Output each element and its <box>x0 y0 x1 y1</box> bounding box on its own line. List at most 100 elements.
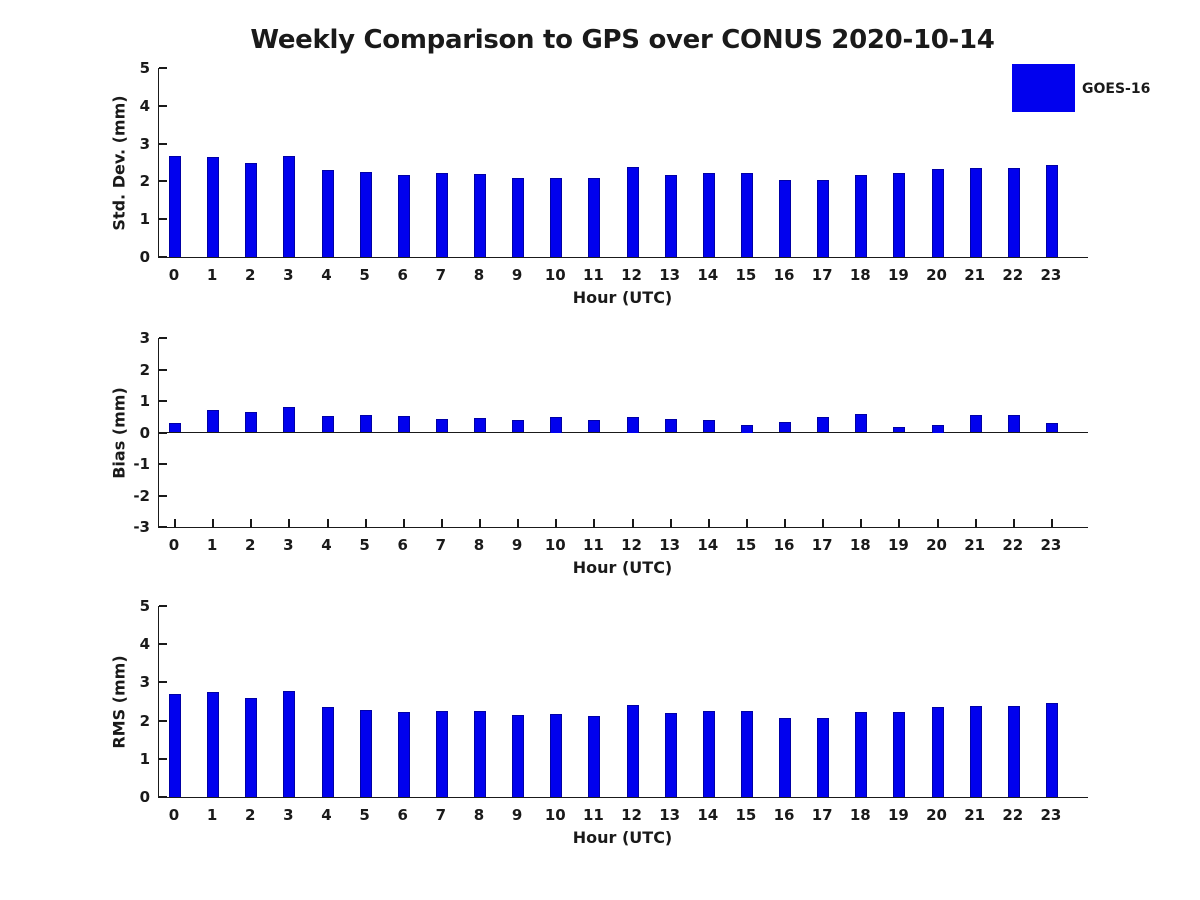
bar-hour-5 <box>359 709 372 797</box>
x-tick-label: 17 <box>811 266 833 284</box>
x-tick-mark <box>555 519 558 527</box>
bar-hour-3 <box>283 406 296 433</box>
x-tick-label: 16 <box>773 806 795 824</box>
x-tick-mark <box>860 519 863 527</box>
y-tick-mark <box>159 605 167 607</box>
bar-hour-13 <box>664 712 677 797</box>
x-tick-label: 0 <box>168 806 180 824</box>
x-tick-label: 2 <box>245 806 256 824</box>
y-tick-mark <box>159 796 167 798</box>
y-tick-mark <box>159 463 167 465</box>
bar-hour-3 <box>283 691 296 797</box>
x-tick-label: 4 <box>321 536 332 554</box>
bar-hour-14 <box>702 419 715 433</box>
y-tick-label: 0 <box>139 423 150 442</box>
y-tick-mark <box>159 757 167 760</box>
bar-hour-14 <box>702 172 715 257</box>
bar-hour-17 <box>817 179 830 257</box>
x-tick-label: 7 <box>435 806 447 824</box>
bar-hour-22 <box>1007 167 1020 257</box>
bar-hour-7 <box>435 710 448 797</box>
y-tick-label: 2 <box>139 711 150 730</box>
y-tick-label: -2 <box>133 486 150 505</box>
x-tick-label: 23 <box>1040 806 1062 824</box>
y-tick-label: 1 <box>139 210 150 229</box>
bar-hour-12 <box>626 167 639 257</box>
x-tick-mark <box>745 519 748 527</box>
bar-hour-1 <box>207 156 220 257</box>
x-tick-label: 0 <box>168 536 180 554</box>
y-tick-label: 3 <box>139 134 150 153</box>
legend-swatch-goes16 <box>1012 64 1075 112</box>
bar-hour-18 <box>855 174 868 257</box>
y-tick-label: 3 <box>139 329 150 347</box>
x-tick-label: 23 <box>1040 266 1062 284</box>
x-tick-label: 19 <box>887 266 909 284</box>
bar-hour-17 <box>817 717 830 797</box>
x-tick-mark <box>707 519 710 527</box>
bar-hour-0 <box>169 423 181 433</box>
x-tick-label: 1 <box>206 806 218 824</box>
x-tick-mark <box>1012 519 1015 527</box>
plot-area <box>158 337 1088 528</box>
bar-hour-21 <box>969 705 982 797</box>
x-tick-label: 14 <box>697 536 719 554</box>
x-tick-mark <box>479 519 481 527</box>
x-tick-label: 20 <box>926 806 947 824</box>
bar-hour-10 <box>550 177 563 257</box>
x-tick-label: 11 <box>582 266 604 284</box>
y-tick-mark <box>159 526 167 528</box>
y-tick-label: 1 <box>139 392 150 410</box>
bar-hour-9 <box>512 715 525 797</box>
x-tick-label: 13 <box>659 536 681 554</box>
x-tick-label: 4 <box>321 806 332 824</box>
x-tick-mark <box>593 519 596 527</box>
x-tick-mark <box>898 519 901 527</box>
bar-hour-4 <box>321 169 334 257</box>
legend-label-goes16: GOES-16 <box>1082 81 1151 97</box>
y-tick-label: 2 <box>139 360 150 379</box>
x-tick-label: 5 <box>359 266 370 284</box>
bar-hour-18 <box>855 712 868 797</box>
x-tick-label: 14 <box>697 266 719 284</box>
x-tick-label: 23 <box>1040 536 1062 554</box>
bar-hour-20 <box>931 424 944 433</box>
x-tick-label: 17 <box>811 536 833 554</box>
bar-hour-21 <box>969 415 982 433</box>
bar-hour-23 <box>1045 164 1058 257</box>
x-tick-mark <box>326 519 329 527</box>
bar-hour-20 <box>931 168 944 257</box>
x-tick-mark <box>974 519 977 527</box>
x-tick-mark <box>1050 519 1053 527</box>
x-tick-mark <box>936 519 939 527</box>
bar-hour-15 <box>740 424 753 433</box>
x-tick-label: 11 <box>582 536 604 554</box>
x-tick-label: 9 <box>511 536 523 554</box>
x-tick-label: 11 <box>582 806 604 824</box>
bar-hour-5 <box>359 172 372 257</box>
x-tick-label: 3 <box>283 536 294 554</box>
y-tick-mark <box>159 180 167 183</box>
x-tick-label: 18 <box>849 266 871 284</box>
x-tick-label: 8 <box>473 806 485 824</box>
bar-hour-22 <box>1007 705 1020 797</box>
bar-hour-17 <box>817 417 830 433</box>
x-tick-label: 7 <box>435 266 447 284</box>
x-tick-label: 3 <box>283 806 294 824</box>
y-axis-label: Std. Dev. (mm) <box>109 94 129 231</box>
bar-hour-13 <box>664 418 677 433</box>
bar-hour-8 <box>474 711 486 797</box>
bar-hour-8 <box>474 417 486 433</box>
x-tick-label: 21 <box>964 536 986 554</box>
bar-hour-15 <box>740 711 753 797</box>
x-tick-label: 22 <box>1002 536 1024 554</box>
bar-hour-22 <box>1007 415 1020 433</box>
x-tick-label: 13 <box>659 266 681 284</box>
plot-area <box>158 67 1088 258</box>
bar-hour-9 <box>512 178 525 257</box>
x-tick-mark <box>250 519 253 527</box>
bar-hour-1 <box>207 409 220 433</box>
x-tick-label: 12 <box>621 536 642 554</box>
bar-hour-23 <box>1045 423 1058 433</box>
